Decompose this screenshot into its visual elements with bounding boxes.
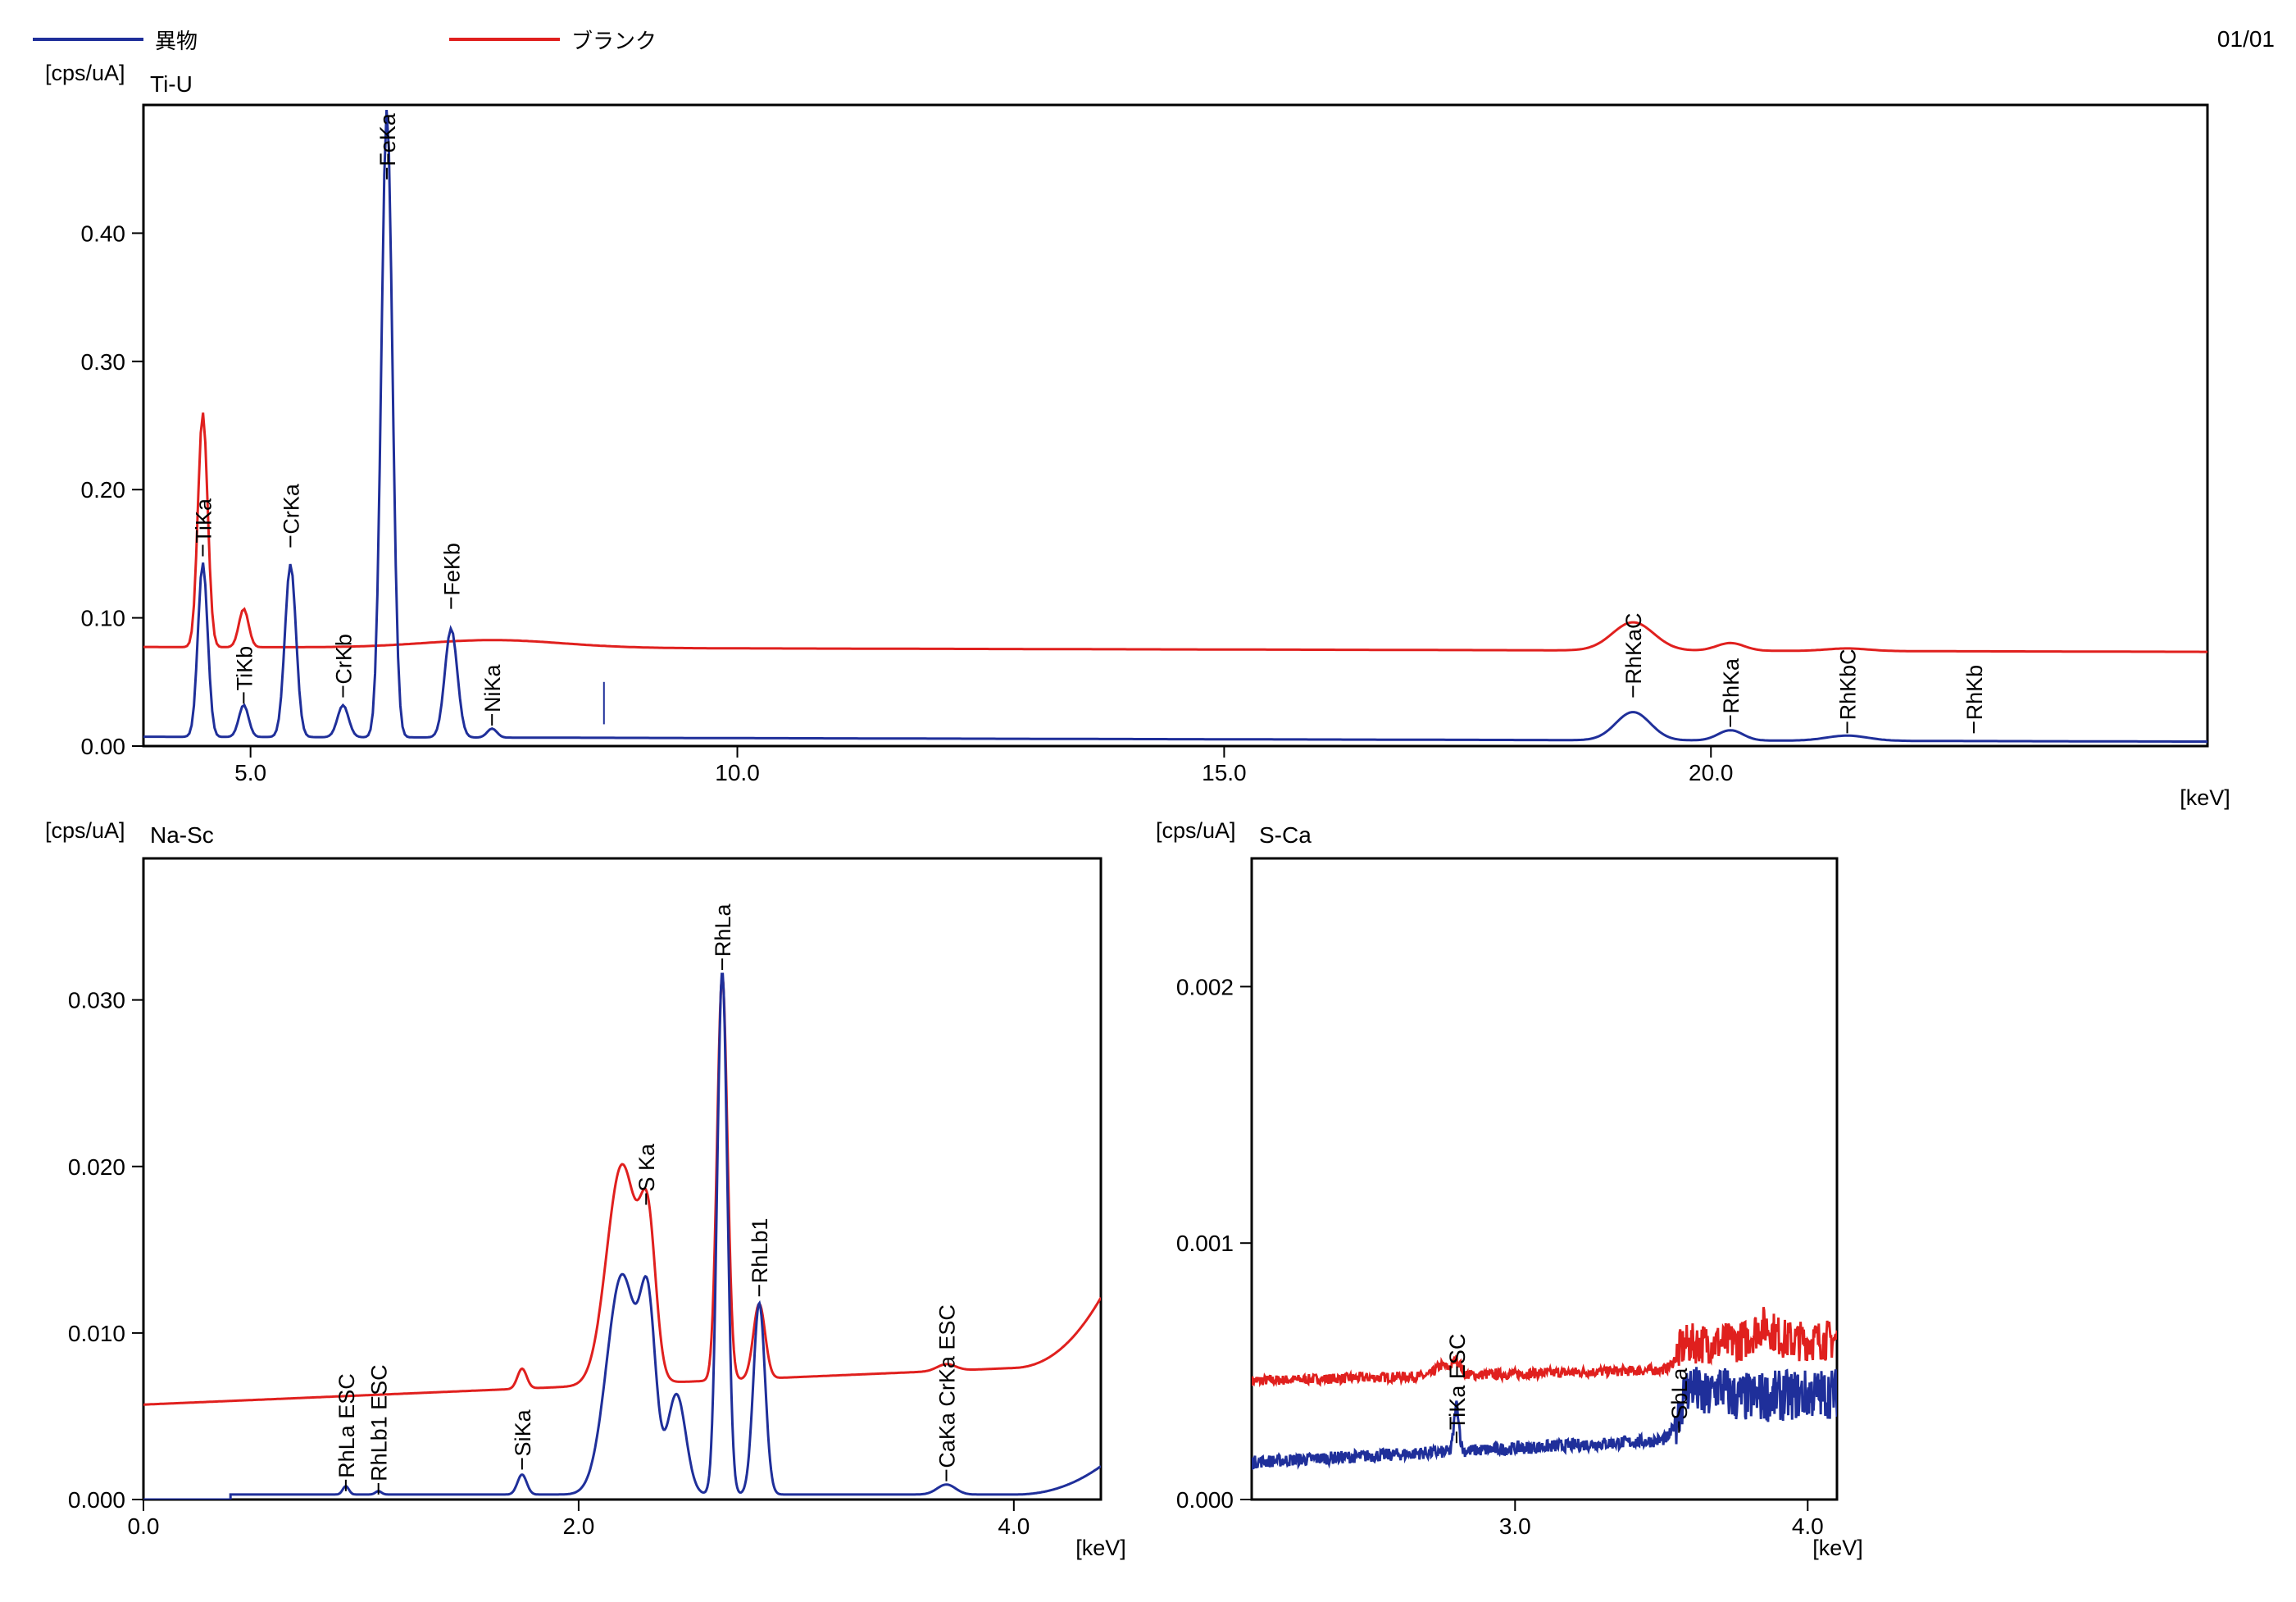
peak-label: RhKa <box>1719 658 1744 714</box>
peak-label: RhLb1 ESC <box>367 1364 392 1481</box>
y-axis-label: [cps/uA] <box>45 818 125 843</box>
x-tick-label: 4.0 <box>1792 1513 1824 1539</box>
x-axis-label: [keV] <box>1812 1536 1863 1560</box>
chart-title: S-Ca <box>1259 822 1312 848</box>
plot-frame <box>1250 857 1839 1501</box>
y-axis-label: [cps/uA] <box>1156 818 1236 843</box>
peak-label: SiKa <box>511 1409 535 1456</box>
peak-label: RhLb1 <box>748 1218 772 1284</box>
legend-label-blank: ブランク <box>571 28 657 53</box>
legend-item-sample: 異物 <box>33 23 198 56</box>
x-tick-label: 0.0 <box>128 1513 160 1539</box>
x-tick-label: 3.0 <box>1499 1513 1531 1539</box>
peak-label: RhLa <box>711 903 735 958</box>
peak-label: FeKa <box>375 112 400 166</box>
legend-item-blank: ブランク <box>449 23 657 56</box>
x-axis-label: [keV] <box>1075 1536 1126 1560</box>
y-tick-label: 0.20 <box>81 477 126 503</box>
series-line-blank <box>143 412 2207 653</box>
peak-label: CrKb <box>331 634 356 685</box>
peak-label: TiKa ESC <box>1445 1334 1470 1431</box>
peak-label: CaKa CrKa ESC <box>935 1304 960 1468</box>
peak-label: TiKb <box>232 646 257 691</box>
y-tick-label: 0.001 <box>1176 1231 1234 1256</box>
chart-title: Ti-U <box>150 71 193 97</box>
y-tick-label: 0.010 <box>68 1321 125 1346</box>
y-tick-label: 0.30 <box>81 349 126 375</box>
y-tick-label: 0.00 <box>81 734 126 759</box>
y-axis-label: [cps/uA] <box>45 61 125 85</box>
x-tick-label: 4.0 <box>998 1513 1030 1539</box>
peak-label: RhKaC <box>1621 613 1646 685</box>
chart-na-sc: [cps/uA] Na-Sc [keV] 0.0 2.0 4.0 0.000 0.010 0.0… <box>45 818 1126 1560</box>
plot-frame <box>142 103 2209 748</box>
chart-ti-u: [cps/uA] Ti-U [keV] 5.0 10.0 15.0 20.0 0.00 0.10… <box>45 61 2230 810</box>
peak-label: RhLa ESC <box>334 1373 359 1478</box>
y-tick-label: 0.000 <box>68 1487 125 1513</box>
legend-swatch-blank <box>449 38 560 41</box>
y-tick-label: 0.000 <box>1176 1487 1234 1513</box>
y-tick-label: 0.10 <box>81 606 126 631</box>
peak-label: FeKb <box>439 543 464 596</box>
x-tick-label: 5.0 <box>234 760 266 785</box>
peak-label: RhKbC <box>1836 649 1861 720</box>
x-tick-label: 2.0 <box>562 1513 594 1539</box>
peak-label: RhKb <box>1962 665 1987 721</box>
y-tick-label: 0.020 <box>68 1154 125 1180</box>
plot-frame <box>142 857 1103 1501</box>
x-axis-label: [keV] <box>2180 785 2230 810</box>
chart-s-ca: [cps/uA] S-Ca [keV] 3.0 4.0 0.000 0.001 0.002 Ti… <box>1156 818 1863 1560</box>
series-line-blank <box>1252 1307 1837 1388</box>
peak-label: S Ka <box>634 1143 659 1192</box>
peak-label: NiKa <box>480 663 505 712</box>
y-tick-label: 0.030 <box>68 988 125 1013</box>
x-tick-label: 10.0 <box>715 760 760 785</box>
peak-label: TiKa <box>191 498 216 543</box>
chart-title: Na-Sc <box>150 822 214 848</box>
x-tick-label: 15.0 <box>1202 760 1247 785</box>
legend-swatch-sample <box>33 38 143 41</box>
x-tick-label: 20.0 <box>1689 760 1734 785</box>
peak-label: SbLa <box>1667 1368 1692 1420</box>
peak-label: CrKa <box>279 483 303 534</box>
legend-label-sample: 異物 <box>155 28 198 53</box>
series-line-sample <box>143 110 2207 744</box>
y-tick-label: 0.40 <box>81 221 126 246</box>
page-number: 01/01 <box>2216 26 2275 52</box>
series-line-sample <box>143 972 1101 1500</box>
y-tick-label: 0.002 <box>1176 974 1234 999</box>
series-line-blank <box>143 975 1101 1406</box>
series-line-sample <box>1252 1367 1837 1471</box>
